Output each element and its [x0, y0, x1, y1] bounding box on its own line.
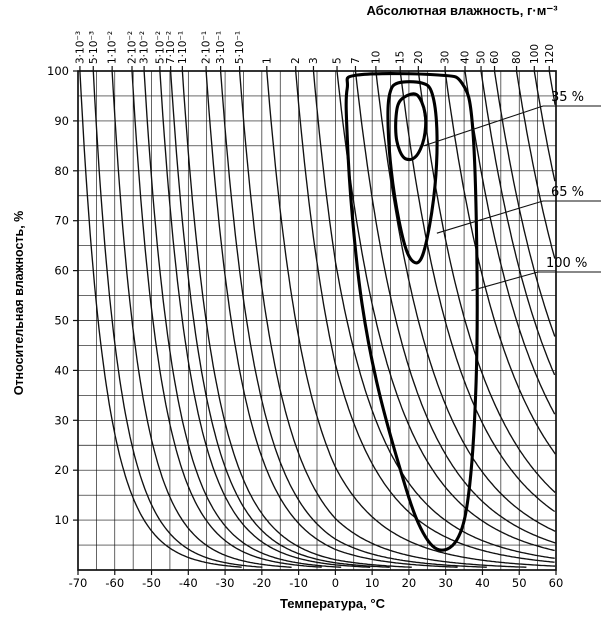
top-tick-label: 2·10⁻² — [127, 31, 139, 64]
zone-label: 65 % — [551, 185, 584, 200]
y-tick-label: 10 — [54, 513, 69, 527]
zone-label: 35 % — [551, 90, 584, 105]
x-tick-label: -70 — [69, 576, 88, 590]
x-tick-label: -50 — [142, 576, 161, 590]
zone-label: 100 % — [546, 256, 587, 271]
x-tick-label: -60 — [105, 576, 124, 590]
y-tick-label: 70 — [54, 214, 69, 228]
iso-curve-5·10⁻¹ — [238, 71, 527, 568]
axes-frame — [73, 70, 557, 575]
iso-curve-1·10⁻² — [111, 71, 292, 568]
x-tick-label: 40 — [475, 576, 490, 590]
zone-100-outline — [344, 72, 479, 552]
y-tick-label: 80 — [54, 164, 69, 178]
iso-curve-120 — [548, 71, 556, 106]
top-axis-title: Абсолютная влажность, г·м⁻³ — [366, 3, 558, 18]
iso-curve-80 — [515, 71, 556, 259]
iso-curve-3·10⁻² — [143, 71, 342, 568]
y-tick-label: 90 — [54, 114, 69, 128]
x-tick-label: 10 — [365, 576, 380, 590]
iso-curve-50 — [480, 71, 556, 376]
zone-65-outline — [386, 80, 439, 265]
iso-curve-7·10⁻² — [169, 71, 390, 568]
top-tick-label: 2 — [290, 57, 302, 64]
y-tick-label: 60 — [54, 264, 69, 278]
iso-curve-1·10⁻¹ — [181, 71, 412, 568]
top-tick-label: 5·10⁻³ — [88, 31, 100, 64]
top-tick-label: 3·10⁻³ — [74, 31, 86, 64]
iso-curve-2·10⁻¹ — [205, 71, 458, 568]
y-axis-title: Относительная влажность, % — [12, 210, 26, 396]
top-tick-label: 120 — [544, 44, 556, 64]
top-tick-label: 2·10⁻¹ — [201, 31, 213, 64]
y-tick-label: 40 — [54, 363, 69, 377]
top-tick-label: 1 — [261, 57, 273, 64]
iso-curve-5·10⁻³ — [92, 71, 263, 568]
top-tick-label: 5·10⁻² — [154, 31, 166, 64]
y-axis-tick-labels: 10 20 30 40 50 60 70 80 90 100 — [47, 64, 69, 527]
top-tick-label: 30 — [440, 51, 452, 64]
top-tick-label: 80 — [511, 51, 523, 64]
top-tick-label: 5 — [332, 57, 344, 64]
iso-curve-20 — [417, 71, 556, 493]
top-tick-label: 1·10⁻¹ — [177, 31, 189, 64]
iso-curve-3 — [312, 71, 555, 559]
top-tick-label: 20 — [413, 51, 425, 64]
iso-curve-1 — [266, 71, 556, 567]
iso-curve-40 — [464, 71, 556, 415]
y-tick-label: 50 — [54, 314, 69, 328]
top-tick-label: 1·10⁻² — [107, 31, 119, 64]
x-tick-label: 60 — [549, 576, 564, 590]
x-tick-label: 50 — [512, 576, 527, 590]
top-tick-label: 100 — [529, 44, 541, 64]
iso-curve-5 — [336, 71, 555, 552]
iso-curve-7 — [354, 71, 556, 544]
x-tick-label: -30 — [216, 576, 235, 590]
application-zones — [344, 72, 479, 552]
iso-curve-10 — [375, 71, 556, 532]
x-tick-label: -20 — [252, 576, 271, 590]
top-tick-label: 50 — [476, 51, 488, 64]
y-tick-label: 30 — [54, 413, 69, 427]
x-tick-label: 30 — [438, 576, 453, 590]
iso-curve-2 — [295, 71, 555, 563]
iso-curve-3·10⁻³ — [79, 71, 242, 568]
y-tick-label: 20 — [54, 463, 69, 477]
x-tick-label: -40 — [179, 576, 198, 590]
iso-curve-60 — [493, 71, 556, 337]
iso-curve-5·10⁻² — [159, 71, 371, 568]
top-tick-label: 3 — [308, 57, 320, 64]
x-tick-label: 0 — [332, 576, 339, 590]
iso-curve-2·10⁻² — [131, 71, 322, 568]
top-tick-label: 15 — [395, 51, 407, 64]
top-tick-label: 60 — [489, 51, 501, 64]
y-tick-label: 100 — [47, 64, 69, 78]
annotation-leader-line — [436, 200, 544, 234]
top-tick-label: 7 — [350, 57, 362, 64]
top-axis-tick-labels: 3·10⁻³ 5·10⁻³ 1·10⁻² 2·10⁻² 3·10⁻² 5·10⁻²7·10… — [74, 31, 556, 71]
zone-annotations: 35 % 65 % 100 % — [423, 90, 601, 292]
top-tick-label: 7·10⁻² — [165, 31, 177, 64]
top-tick-label: 10 — [370, 51, 382, 64]
iso-curve-100 — [533, 71, 556, 182]
x-axis-tick-labels: -70 -60 -50 -40 -30 -20 -10 0 10 20 30 40 50 60 — [69, 576, 564, 590]
top-tick-label: 3·10⁻¹ — [215, 31, 227, 64]
top-tick-label: 3·10⁻² — [139, 31, 151, 64]
iso-curve-30 — [444, 71, 556, 455]
annotation-leader-line — [471, 271, 539, 292]
top-tick-label: 5·10⁻¹ — [234, 31, 246, 64]
x-axis-title: Температура, °C — [280, 596, 385, 611]
x-tick-label: -10 — [289, 576, 308, 590]
zone-35-outline — [394, 92, 428, 162]
x-tick-label: 20 — [402, 576, 417, 590]
annotation-leader-line — [423, 105, 544, 147]
top-tick-label: 40 — [460, 51, 472, 64]
iso-curve-3·10⁻¹ — [219, 71, 487, 568]
